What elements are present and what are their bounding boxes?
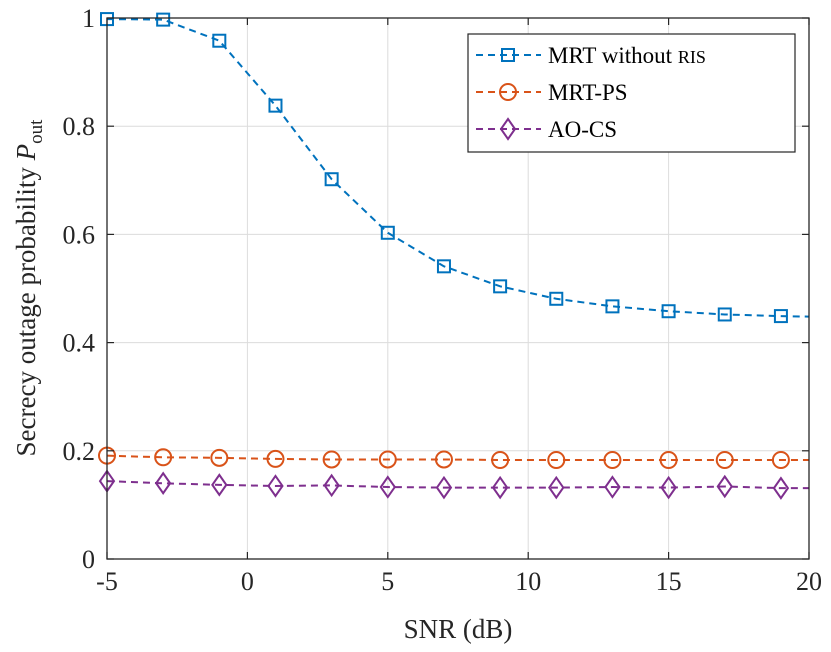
data-point-diamond: [379, 475, 397, 499]
series-line: [106, 18, 810, 318]
data-point-square: [773, 309, 788, 324]
data-point-diamond: [716, 474, 733, 499]
data-point-circle: [659, 450, 678, 469]
data-point-circle: [547, 450, 566, 469]
series-line: [106, 480, 809, 490]
data-point-circle: [322, 450, 341, 469]
data-point-circle: [603, 450, 622, 469]
data-point-diamond: [548, 475, 565, 500]
y-axis-label: Secrecy outage probability Pout: [11, 119, 47, 457]
x-tick-label: 5: [381, 567, 394, 596]
data-point-diamond: [154, 471, 172, 496]
y-axis-label-symbol: P: [11, 144, 41, 162]
y-tick-label: 0.2: [63, 437, 96, 466]
data-point-circle: [210, 448, 229, 467]
y-axis-label-subscript: out: [26, 119, 47, 144]
data-point-square: [436, 259, 451, 274]
x-axis-label: SNR (dB): [404, 614, 513, 644]
data-point-square: [324, 172, 339, 187]
data-point-square: [549, 291, 564, 306]
x-tick-label: -5: [96, 567, 118, 596]
data-point-square: [605, 299, 620, 314]
data-point-square: [380, 225, 395, 240]
data-point-diamond: [491, 475, 509, 500]
data-point-square: [156, 12, 171, 27]
x-tick-label: 20: [796, 567, 822, 596]
legend-marker-diamond: [499, 117, 517, 141]
data-point-circle: [154, 448, 173, 467]
y-tick-label: 1: [82, 4, 95, 33]
data-point-diamond: [211, 473, 228, 497]
series-diamond: [98, 469, 809, 500]
legend-label-text: AO-CS: [548, 117, 617, 142]
data-point-circle: [434, 450, 453, 469]
legend-label-text: MRT-PS: [548, 80, 628, 105]
legend-label: MRT-PS: [548, 80, 628, 105]
data-point-square: [268, 98, 283, 113]
data-point-square: [212, 33, 227, 48]
data-point-square: [493, 279, 508, 294]
data-point-diamond: [267, 474, 284, 498]
legend-marker-circle: [499, 83, 517, 101]
data-point-diamond: [604, 475, 621, 499]
axis-ticks: [106, 17, 810, 560]
legend-item: AO-CS: [476, 117, 617, 142]
legend-item: MRT without RIS: [476, 43, 706, 68]
legend-item: MRT-PS: [476, 80, 628, 105]
data-point-square: [717, 307, 732, 322]
y-tick-label: 0: [82, 545, 95, 574]
legend-marker-square: [501, 48, 515, 62]
data-point-square: [661, 304, 676, 319]
axes-frame: [106, 17, 810, 560]
y-axis-label-text: Secrecy outage probability: [11, 160, 41, 456]
data-point-diamond: [435, 475, 453, 500]
x-tick-label: 15: [656, 567, 682, 596]
data-point-circle: [266, 449, 285, 468]
data-point-circle: [378, 450, 397, 469]
legend: MRT without RIS MRT-PS AO-CS: [467, 33, 796, 153]
data-point-circle: [771, 450, 790, 469]
legend-label: AO-CS: [548, 117, 617, 142]
y-tick-label: 0.6: [63, 220, 96, 249]
data-point-diamond: [660, 475, 677, 500]
legend-label: MRT without RIS: [548, 43, 706, 68]
data-point-diamond: [772, 476, 790, 500]
legend-label-smallcaps: RIS: [678, 47, 706, 67]
data-point-circle: [715, 450, 734, 469]
y-tick-label: 0.4: [63, 329, 96, 358]
data-point-circle: [491, 450, 510, 469]
data-point-diamond: [323, 473, 340, 498]
legend-box: [467, 33, 796, 153]
x-tick-label: 0: [241, 567, 254, 596]
x-tick-label: 10: [515, 567, 541, 596]
y-tick-label: 0.8: [63, 112, 96, 141]
legend-label-text: MRT without: [548, 43, 678, 68]
series-line: [106, 454, 809, 461]
